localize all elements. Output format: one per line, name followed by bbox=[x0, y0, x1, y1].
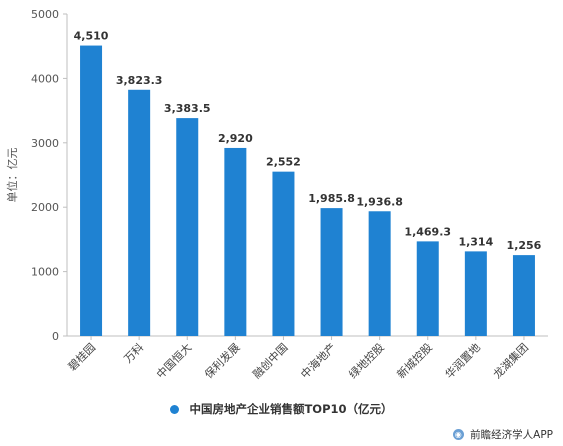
x-category-label: 龙湖集团 bbox=[490, 340, 531, 381]
watermark: ◉ 前瞻经济学人APP bbox=[452, 427, 553, 442]
x-category-label: 碧桂园 bbox=[65, 340, 98, 373]
bar bbox=[176, 118, 199, 336]
x-category-label: 中国恒大 bbox=[153, 340, 194, 381]
data-label: 2,552 bbox=[266, 156, 301, 169]
watermark-text: 前瞻经济学人APP bbox=[470, 429, 553, 441]
data-label: 1,314 bbox=[458, 235, 493, 248]
data-label: 2,920 bbox=[218, 132, 253, 145]
x-category-label: 保利发展 bbox=[201, 340, 242, 381]
bar bbox=[272, 171, 295, 336]
x-category-label: 万科 bbox=[121, 340, 146, 365]
data-label: 1,469.3 bbox=[404, 225, 451, 238]
legend: 中国房地产企业销售额TOP10（亿元） bbox=[0, 401, 563, 417]
data-label: 1,985.8 bbox=[308, 192, 355, 205]
x-category-label: 新城控股 bbox=[394, 340, 435, 381]
bar bbox=[224, 147, 247, 336]
bar bbox=[80, 45, 103, 336]
data-label: 4,510 bbox=[74, 30, 109, 43]
legend-label: 中国房地产企业销售额TOP10（亿元） bbox=[189, 402, 393, 416]
bar bbox=[416, 241, 439, 336]
x-category-label: 华润置地 bbox=[442, 340, 483, 381]
y-tick-label: 5000 bbox=[31, 8, 59, 21]
y-tick-label: 1000 bbox=[31, 266, 59, 279]
y-tick-label: 4000 bbox=[31, 72, 59, 85]
legend-marker bbox=[170, 404, 180, 414]
y-tick-label: 3000 bbox=[31, 137, 59, 150]
bar bbox=[464, 251, 487, 336]
bar bbox=[320, 208, 343, 336]
bar bbox=[368, 211, 391, 336]
bar bbox=[512, 255, 535, 336]
x-category-label: 中海地产 bbox=[298, 340, 339, 381]
data-label: 3,823.3 bbox=[116, 74, 163, 87]
x-category-label: 绿地控股 bbox=[346, 340, 387, 381]
y-axis-label: 单位：亿元 bbox=[5, 148, 19, 203]
qianzhan-logo-icon: ◉ bbox=[452, 429, 464, 440]
data-label: 1,256 bbox=[507, 239, 542, 252]
data-label: 3,383.5 bbox=[164, 102, 211, 115]
x-category-label: 融创中国 bbox=[250, 341, 290, 381]
data-label: 1,936.8 bbox=[356, 195, 403, 208]
bar bbox=[128, 89, 151, 336]
y-tick-label: 0 bbox=[52, 330, 59, 343]
y-tick-label: 2000 bbox=[31, 201, 59, 214]
